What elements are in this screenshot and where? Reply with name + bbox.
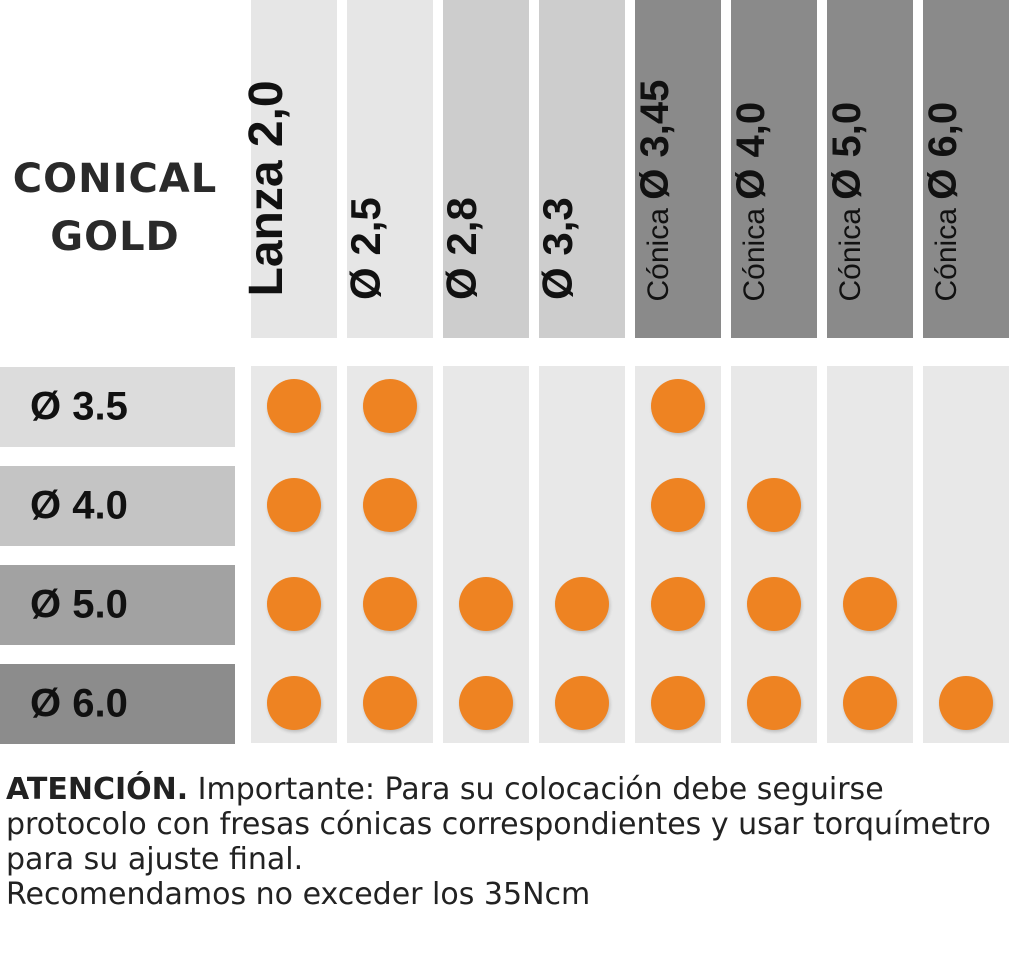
row-label-4: Ø 6.0 <box>0 664 235 744</box>
column-header-diameter: Ø 6,0 <box>921 101 965 200</box>
column-header-label: Ø 2,8 <box>438 197 485 300</box>
compatibility-dot <box>747 676 801 730</box>
compatibility-dot <box>363 676 417 730</box>
row-label-text: Ø 4.0 <box>30 483 128 528</box>
row-label-text: Ø 3.5 <box>30 384 128 429</box>
column-header-6: Cónica Ø 4,0 <box>729 0 817 338</box>
attention-label: ATENCIÓN. <box>6 772 189 807</box>
compatibility-dot <box>843 577 897 631</box>
column-header-label: Lanza 2,0 <box>240 80 293 297</box>
column-header-label: Cónica Ø 3,45 <box>633 80 678 302</box>
attention-text: Importante: Para su colocación debe segu… <box>6 772 991 877</box>
attention-note: ATENCIÓN. Importante: Para su colocación… <box>6 772 1018 912</box>
column-header-diameter: Ø 5,0 <box>825 101 869 200</box>
compatibility-dot <box>459 577 513 631</box>
column-header-2: Ø 2,5 <box>342 0 433 338</box>
column-header-type: Cónica <box>834 208 867 302</box>
title-line-2: GOLD <box>50 214 180 260</box>
column-header-3: Ø 2,8 <box>438 0 529 338</box>
compatibility-dot <box>843 676 897 730</box>
column-header-label: Ø 2,5 <box>342 197 389 300</box>
compatibility-dot <box>459 676 513 730</box>
compatibility-dot <box>267 577 321 631</box>
column-header-7: Cónica Ø 5,0 <box>825 0 913 338</box>
compatibility-dot <box>651 577 705 631</box>
compatibility-dot <box>555 676 609 730</box>
chart-title: CONICAL GOLD <box>0 150 230 266</box>
column-header-4: Ø 3,3 <box>534 0 625 338</box>
row-label-text: Ø 5.0 <box>30 582 128 627</box>
column-header-label: Cónica Ø 5,0 <box>825 102 870 302</box>
torque-recommendation: Recomendamos no exceder los 35Ncm <box>6 877 591 912</box>
compatibility-dot <box>651 478 705 532</box>
row-label-2: Ø 4.0 <box>0 466 235 546</box>
column-header-diameter: Ø 3,45 <box>633 79 677 200</box>
column-header-diameter: Ø 4,0 <box>729 101 773 200</box>
column-header-5: Cónica Ø 3,45 <box>633 0 721 338</box>
row-label-1: Ø 3.5 <box>0 367 235 447</box>
compatibility-dot <box>363 478 417 532</box>
column-header-label: Ø 3,3 <box>534 197 581 300</box>
column-header-type: Cónica <box>642 208 675 302</box>
column-header-type: Cónica <box>930 208 963 302</box>
column-header-1: Lanza 2,0 <box>240 0 337 338</box>
compatibility-dot <box>267 478 321 532</box>
compatibility-dot <box>747 577 801 631</box>
row-label-3: Ø 5.0 <box>0 565 235 645</box>
compatibility-dot <box>555 577 609 631</box>
column-header-type: Cónica <box>738 208 771 302</box>
compatibility-dot <box>651 676 705 730</box>
column-header-label: Cónica Ø 4,0 <box>729 102 774 302</box>
compatibility-dot <box>747 478 801 532</box>
row-label-text: Ø 6.0 <box>30 681 128 726</box>
compatibility-dot <box>363 379 417 433</box>
compatibility-dot <box>939 676 993 730</box>
title-line-1: CONICAL <box>12 156 218 202</box>
compatibility-dot <box>363 577 417 631</box>
compatibility-dot <box>267 379 321 433</box>
column-header-8: Cónica Ø 6,0 <box>921 0 1009 338</box>
column-header-label: Cónica Ø 6,0 <box>921 102 966 302</box>
compatibility-dot <box>267 676 321 730</box>
compatibility-dot <box>651 379 705 433</box>
